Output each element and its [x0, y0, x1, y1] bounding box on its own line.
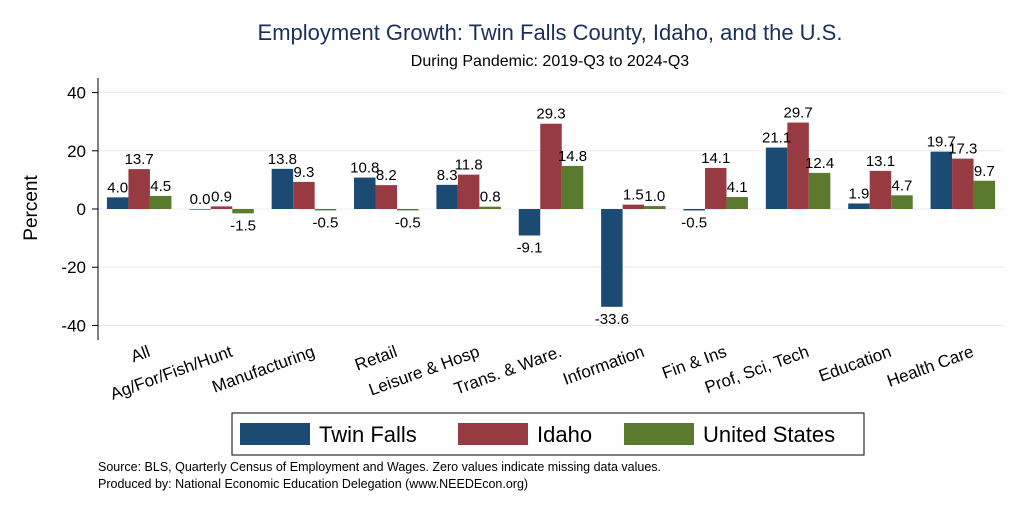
y-tick-label: 0 — [77, 200, 86, 219]
bar-united-states-0 — [149, 195, 172, 209]
bar-united-states-4 — [479, 206, 501, 209]
value-label: 29.3 — [536, 106, 565, 123]
legend-label: Twin Falls — [319, 422, 417, 447]
category-label: Information — [560, 342, 646, 389]
value-label: 8.2 — [376, 167, 397, 184]
bar-twin-falls-7 — [683, 209, 705, 211]
category-label: All — [128, 342, 152, 366]
legend-swatch — [240, 423, 310, 445]
bar-twin-falls-0 — [106, 197, 129, 209]
bars — [106, 122, 996, 307]
bar-idaho-5 — [540, 123, 562, 209]
source-note: Source: BLS, Quarterly Census of Employm… — [98, 460, 661, 474]
y-tick-label: 20 — [67, 142, 86, 161]
value-labels: 4.0 13.7 4.5 0.0 0.9 -1.5 13.89.3 -0.5 10.88.2 -0… — [107, 105, 994, 328]
legend-label: United States — [703, 422, 835, 447]
value-label: -33.6 — [595, 311, 629, 328]
value-label: 4.5 — [150, 178, 171, 195]
bar-twin-falls-4 — [436, 184, 458, 209]
value-label: 12.4 — [805, 155, 834, 172]
legend-swatch — [458, 423, 528, 445]
bar-united-states-5 — [561, 165, 584, 209]
value-label: 17.3 — [948, 141, 977, 158]
bar-idaho-4 — [457, 174, 480, 209]
value-label: 13.7 — [125, 151, 154, 168]
legend: Twin Falls Idaho United States — [231, 412, 865, 456]
category-label: Health Care — [884, 342, 976, 391]
value-label: 1.5 — [623, 187, 644, 204]
legend-box — [231, 412, 865, 456]
produced-note: Produced by: National Economic Education… — [98, 477, 528, 491]
value-label: -9.1 — [517, 239, 543, 256]
bar-idaho-3 — [375, 185, 398, 209]
bar-idaho-7 — [704, 167, 727, 209]
category-label: Retail — [352, 342, 399, 375]
value-label: 29.7 — [783, 105, 812, 122]
legend-swatch — [624, 423, 694, 445]
bar-united-states-8 — [808, 172, 831, 209]
bar-united-states-1 — [232, 209, 254, 214]
bar-twin-falls-2 — [271, 168, 294, 209]
bar-twin-falls-9 — [848, 203, 870, 209]
value-label: 0.9 — [211, 188, 232, 205]
bar-united-states-6 — [644, 206, 666, 209]
bar-united-states-3 — [397, 209, 419, 211]
value-label: 13.8 — [268, 151, 297, 168]
bar-idaho-6 — [622, 204, 645, 209]
bar-twin-falls-10 — [930, 151, 953, 209]
bar-twin-falls-6 — [601, 209, 623, 307]
value-label: 13.1 — [866, 153, 895, 170]
bar-twin-falls-3 — [354, 177, 376, 209]
value-label: 1.9 — [849, 185, 870, 202]
chart-subtitle: During Pandemic: 2019-Q3 to 2024-Q3 — [411, 53, 689, 70]
value-label: 9.7 — [974, 163, 995, 180]
value-label: 8.3 — [437, 167, 458, 184]
bar-united-states-10 — [973, 180, 996, 209]
bar-twin-falls-5 — [518, 209, 541, 236]
y-tick-label: -40 — [61, 316, 86, 335]
bar-twin-falls-1 — [189, 209, 211, 210]
value-label: 0.0 — [190, 191, 211, 208]
value-label: 0.8 — [480, 189, 501, 206]
value-label: -0.5 — [681, 214, 707, 231]
value-label: 4.7 — [892, 177, 913, 194]
value-label: 19.7 — [927, 134, 956, 151]
value-label: 21.1 — [762, 130, 791, 147]
axes: -40 -20 0 20 40 — [61, 78, 99, 340]
y-tick-label: -20 — [61, 258, 86, 277]
value-label: 10.8 — [350, 160, 379, 177]
bar-idaho-10 — [952, 158, 974, 209]
bar-idaho-1 — [210, 206, 233, 209]
value-label: -0.5 — [395, 214, 421, 231]
value-label: 14.8 — [558, 148, 587, 165]
legend-label: Idaho — [537, 422, 592, 447]
bar-idaho-8 — [787, 122, 809, 209]
category-label: Education — [816, 342, 894, 386]
value-label: 11.8 — [455, 157, 483, 174]
bar-idaho-0 — [128, 169, 150, 209]
y-tick-label: 40 — [67, 84, 86, 103]
value-label: -0.5 — [312, 214, 338, 231]
value-label: 4.1 — [727, 179, 748, 196]
bar-united-states-9 — [891, 195, 913, 209]
bar-idaho-9 — [869, 170, 892, 209]
bar-twin-falls-8 — [765, 147, 788, 209]
bar-idaho-2 — [293, 181, 315, 209]
value-label: 14.1 — [701, 150, 730, 167]
value-label: 1.0 — [644, 188, 665, 205]
value-label: 4.0 — [107, 179, 128, 196]
bar-united-states-2 — [314, 209, 337, 211]
value-label: 9.3 — [293, 164, 314, 181]
bar-united-states-7 — [726, 197, 748, 209]
y-axis-label: Percent — [21, 175, 42, 241]
value-label: -1.5 — [230, 217, 256, 234]
chart-title: Employment Growth: Twin Falls County, Id… — [258, 20, 843, 45]
